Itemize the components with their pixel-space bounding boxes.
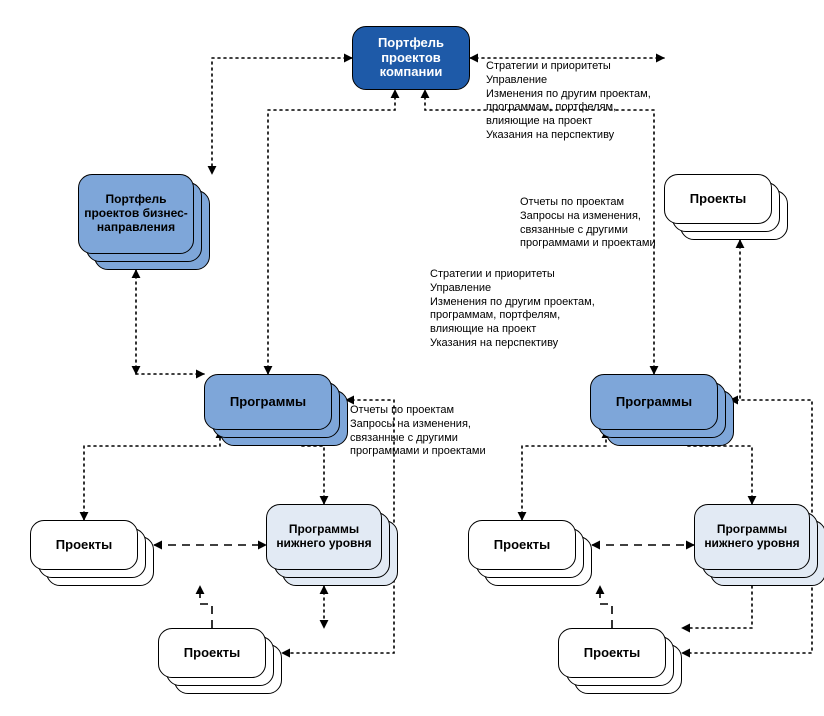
annotation-a2: Отчеты по проектам Запросы на изменения,…	[520, 196, 656, 251]
edge	[212, 58, 352, 174]
node-label: Проекты	[30, 520, 138, 570]
edge	[200, 586, 212, 628]
node-label: Программы	[204, 374, 332, 430]
edges-layer	[0, 0, 824, 716]
node-label: Проекты	[468, 520, 576, 570]
node-label: Программы	[590, 374, 718, 430]
edge	[682, 586, 752, 628]
node-sub_r: Программы нижнего уровня	[694, 504, 824, 586]
annotation-a3: Стратегии и приоритеты Управление Измене…	[430, 268, 595, 351]
node-proj_rb: Проекты	[558, 628, 682, 694]
node-biz: Портфель проектов бизнес- направления	[78, 174, 210, 270]
edge	[84, 430, 220, 520]
annotation-a1: Стратегии и приоритеты Управление Измене…	[486, 60, 651, 143]
node-label: Программы нижнего уровня	[266, 504, 382, 570]
node-proj_ll: Проекты	[30, 520, 154, 586]
node-proj_rl: Проекты	[468, 520, 592, 586]
node-label: Проекты	[558, 628, 666, 678]
node-label: Портфель проектов бизнес- направления	[78, 174, 194, 254]
node-proj_lb: Проекты	[158, 628, 282, 694]
node-proj_tr: Проекты	[664, 174, 788, 240]
node-label: Проекты	[664, 174, 772, 224]
diagram-canvas: Портфель проектов компании Портфель проек…	[0, 0, 824, 716]
node-sub_l: Программы нижнего уровня	[266, 504, 398, 586]
node-prog_l: Программы	[204, 374, 348, 446]
node-label: Проекты	[158, 628, 266, 678]
edge	[600, 586, 612, 628]
node-label: Программы нижнего уровня	[694, 504, 810, 570]
node-label: Портфель проектов компании	[352, 26, 470, 90]
annotation-a4: Отчеты по проектам Запросы на изменения,…	[350, 404, 486, 459]
node-root: Портфель проектов компании	[352, 26, 470, 90]
node-prog_r: Программы	[590, 374, 734, 446]
edge	[268, 90, 395, 374]
